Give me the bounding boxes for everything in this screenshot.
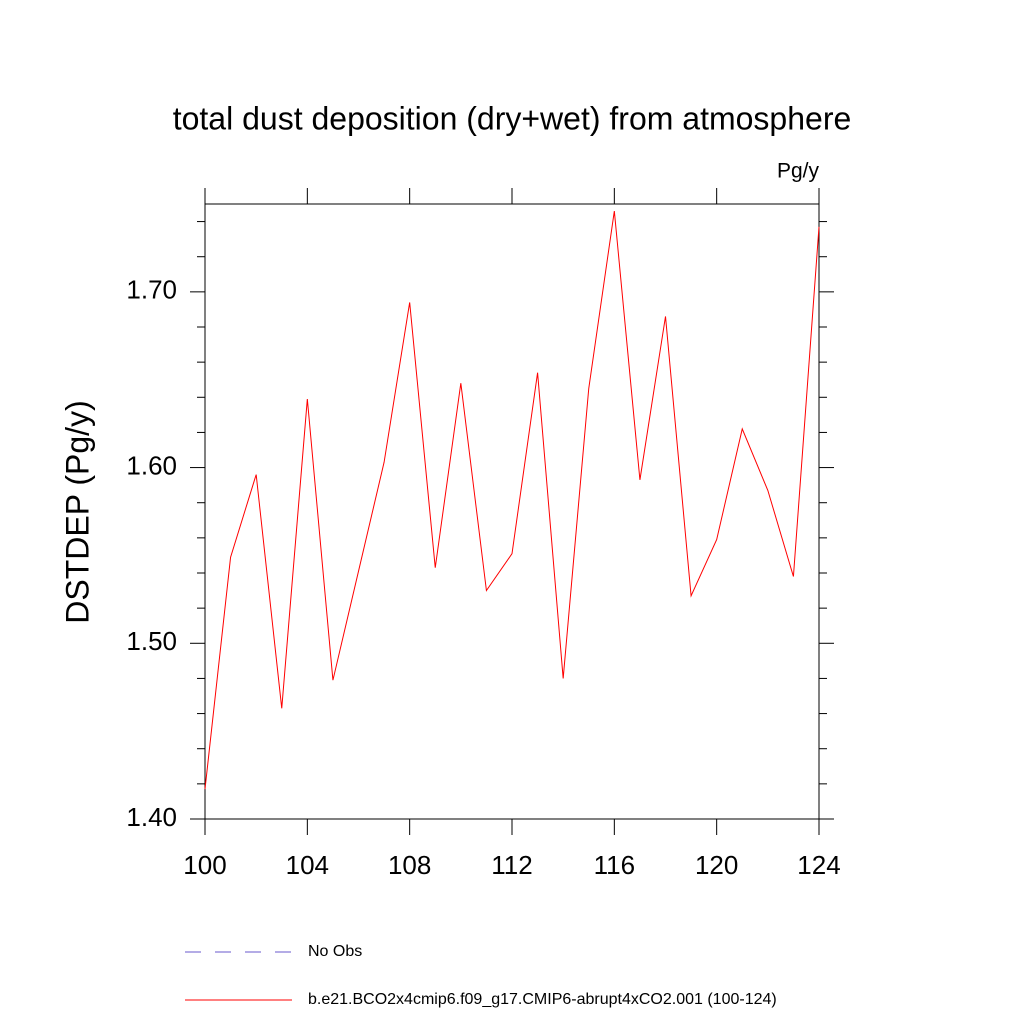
x-tick-label: 120 (695, 850, 738, 880)
chart-title: total dust deposition (dry+wet) from atm… (173, 100, 852, 136)
data-line (204, 210, 820, 790)
y-tick-label: 1.50 (126, 626, 177, 656)
legend-label: b.e21.BCO2x4cmip6.f09_g17.CMIP6-abrupt4x… (308, 991, 777, 1008)
y-tick-label: 1.60 (126, 450, 177, 480)
units-label: Pg/y (777, 160, 820, 183)
y-axis-label: DSTDEP (Pg/y) (59, 400, 95, 623)
y-tick-label: 1.70 (126, 275, 177, 305)
x-tick-label: 112 (491, 850, 532, 880)
x-tick-label: 104 (286, 850, 329, 880)
x-tick-label: 100 (183, 850, 226, 880)
y-tick-label: 1.40 (126, 802, 177, 832)
x-tick-label: 124 (797, 850, 840, 880)
legend-label: No Obs (308, 943, 362, 960)
x-tick-label: 108 (388, 850, 431, 880)
plot-frame (204, 203, 820, 820)
x-tick-label: 116 (594, 850, 635, 880)
